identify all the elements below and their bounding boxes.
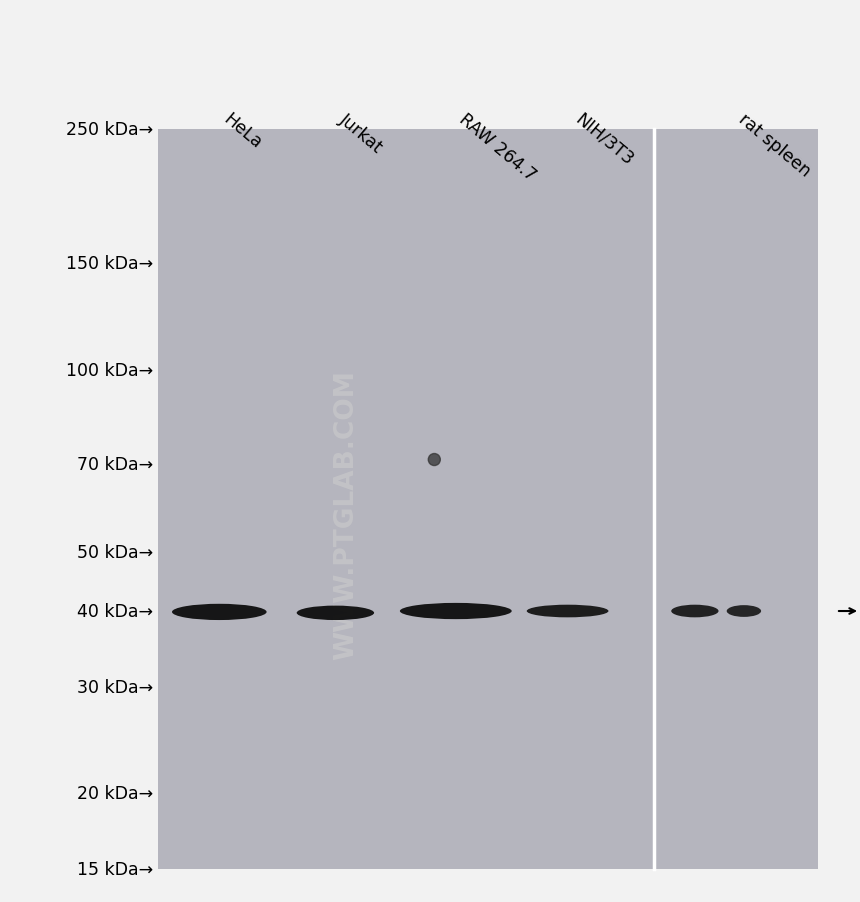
- Text: RAW 264.7: RAW 264.7: [456, 110, 540, 184]
- Text: 70 kDa→: 70 kDa→: [77, 456, 153, 474]
- Text: HeLa: HeLa: [219, 110, 265, 152]
- Text: 150 kDa→: 150 kDa→: [66, 255, 153, 273]
- Text: WWW.PTGLAB.COM: WWW.PTGLAB.COM: [334, 370, 359, 659]
- Text: NIH/3T3: NIH/3T3: [572, 110, 637, 169]
- Text: 100 kDa→: 100 kDa→: [66, 362, 153, 380]
- Text: 30 kDa→: 30 kDa→: [77, 678, 153, 696]
- Text: Jurkat: Jurkat: [335, 110, 386, 156]
- Text: 20 kDa→: 20 kDa→: [77, 785, 153, 803]
- Ellipse shape: [671, 605, 718, 618]
- Text: 15 kDa→: 15 kDa→: [77, 860, 153, 878]
- Ellipse shape: [297, 606, 374, 621]
- Bar: [158, 130, 818, 869]
- Text: 250 kDa→: 250 kDa→: [66, 121, 153, 139]
- Text: rat spleen: rat spleen: [735, 110, 814, 180]
- Ellipse shape: [172, 604, 267, 621]
- Circle shape: [428, 454, 440, 466]
- Text: 50 kDa→: 50 kDa→: [77, 544, 153, 562]
- Ellipse shape: [526, 605, 609, 618]
- Text: 40 kDa→: 40 kDa→: [77, 603, 153, 621]
- Ellipse shape: [400, 603, 512, 620]
- Ellipse shape: [727, 605, 761, 617]
